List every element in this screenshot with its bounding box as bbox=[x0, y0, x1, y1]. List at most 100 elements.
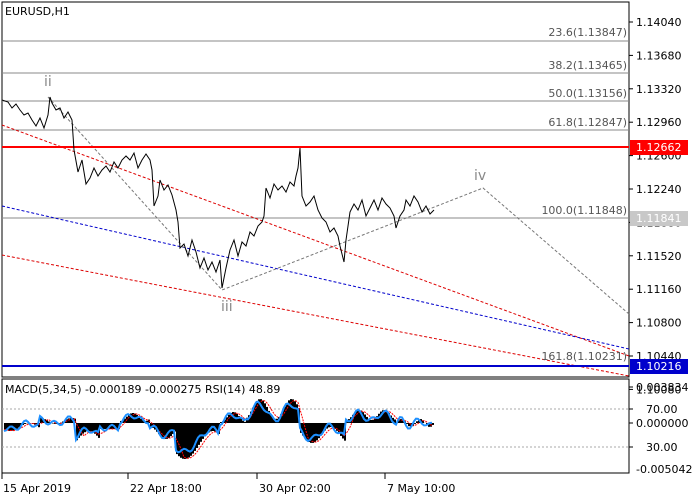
macd-bar bbox=[242, 420, 244, 423]
macd-bar bbox=[158, 423, 160, 435]
macd-bar bbox=[308, 423, 310, 443]
price-tick-label: 1.13680 bbox=[636, 49, 682, 62]
time-tick-2: 22 Apr 18:00 bbox=[130, 482, 202, 495]
indicator-tick-max: 0.003834 bbox=[636, 381, 689, 394]
macd-bar bbox=[254, 403, 256, 423]
macd-bar bbox=[164, 423, 166, 439]
macd-bar bbox=[290, 399, 292, 423]
indicator-tick-zero: 0.000000 bbox=[636, 417, 689, 430]
macd-bar bbox=[140, 418, 142, 423]
macd-bar bbox=[398, 420, 400, 423]
macd-bar bbox=[244, 421, 246, 423]
macd-bar bbox=[332, 423, 334, 428]
time-tick-4: 7 May 10:00 bbox=[387, 482, 455, 495]
macd-bar bbox=[78, 423, 80, 438]
macd-bar bbox=[406, 423, 408, 424]
macd-bar bbox=[282, 410, 284, 423]
macd-bar bbox=[314, 423, 316, 443]
macd-bar bbox=[284, 406, 286, 423]
indicator-axis: 0.003834 70.00 0.000000 30.00 -0.005042 bbox=[629, 381, 699, 476]
macd-bar bbox=[296, 404, 298, 423]
macd-bar bbox=[318, 423, 320, 439]
macd-bar bbox=[188, 423, 190, 458]
macd-bar bbox=[190, 423, 192, 456]
fib-label-23.6: 23.6(1.13847) bbox=[548, 26, 627, 39]
macd-bar bbox=[172, 423, 174, 434]
wave-label-iv: iv bbox=[474, 168, 486, 184]
macd-bar bbox=[258, 399, 260, 423]
macd-bar bbox=[262, 400, 264, 423]
macd-bar bbox=[230, 412, 232, 423]
macd-bar bbox=[200, 423, 202, 442]
macd-bar bbox=[198, 423, 200, 445]
macd-bar bbox=[100, 423, 102, 429]
macd-bar bbox=[384, 410, 386, 423]
macd-bar bbox=[104, 423, 106, 429]
macd-bar bbox=[380, 411, 382, 423]
macd-bar bbox=[270, 414, 272, 423]
macd-bar bbox=[92, 423, 94, 433]
macd-bar bbox=[180, 423, 182, 458]
macd-bar bbox=[250, 411, 252, 423]
macd-bar bbox=[86, 423, 88, 432]
macd-bar bbox=[400, 419, 402, 423]
macd-bar bbox=[286, 402, 288, 423]
macd-bar bbox=[184, 423, 186, 459]
macd-bar bbox=[272, 417, 274, 423]
macd-bar bbox=[294, 401, 296, 423]
macd-bar bbox=[280, 414, 282, 423]
current-price-tag-text: 1.11841 bbox=[636, 212, 682, 225]
macd-bar bbox=[54, 423, 56, 424]
macd-bar bbox=[238, 416, 240, 423]
macd-bar bbox=[194, 423, 196, 451]
time-axis: 15 Apr 2019 22 Apr 18:00 30 Apr 02:00 7 … bbox=[1, 473, 455, 495]
macd-bar bbox=[374, 418, 376, 423]
macd-bar bbox=[322, 423, 324, 433]
macd-bar bbox=[256, 400, 258, 423]
macd-bar bbox=[46, 420, 48, 423]
price-series-line[interactable] bbox=[1, 96, 435, 289]
macd-bar bbox=[370, 419, 372, 423]
macd-bar bbox=[388, 413, 390, 423]
macd-bar bbox=[408, 423, 410, 427]
macd-bar bbox=[414, 423, 416, 424]
macd-bar bbox=[38, 423, 40, 428]
macd-bar bbox=[176, 423, 178, 455]
macd-bar bbox=[128, 414, 130, 423]
resistance-tag-text: 1.12662 bbox=[636, 141, 682, 154]
macd-bar bbox=[422, 420, 424, 423]
macd-bar bbox=[196, 423, 198, 448]
macd-bar bbox=[74, 418, 76, 423]
macd-bar bbox=[206, 423, 208, 435]
macd-bar bbox=[376, 416, 378, 423]
macd-bar bbox=[392, 417, 394, 423]
macd-bar bbox=[246, 417, 248, 423]
price-tick-label: 1.11520 bbox=[636, 250, 682, 263]
macd-bar bbox=[102, 423, 104, 429]
price-tick-label: 1.11160 bbox=[636, 283, 682, 296]
macd-bar bbox=[382, 410, 384, 423]
macd-bar bbox=[372, 419, 374, 423]
red-trendline-upper bbox=[1, 124, 630, 357]
macd-bar bbox=[68, 418, 70, 423]
macd-bar bbox=[268, 410, 270, 423]
price-panel[interactable] bbox=[1, 1, 630, 378]
fib-label-50.0: 50.0(1.13156) bbox=[548, 87, 627, 100]
macd-bar bbox=[116, 423, 118, 429]
macd-bar bbox=[264, 403, 266, 423]
macd-bar bbox=[90, 423, 92, 432]
price-tick-label: 1.10080 bbox=[636, 383, 682, 396]
macd-bar bbox=[220, 421, 222, 423]
macd-bar bbox=[124, 418, 126, 423]
macd-bar bbox=[340, 423, 342, 436]
macd-bar bbox=[228, 414, 230, 423]
fibonacci-lines bbox=[2, 40, 629, 219]
macd-bar bbox=[192, 423, 194, 454]
macd-bar bbox=[386, 411, 388, 423]
blue-trendline bbox=[1, 205, 630, 350]
macd-bar bbox=[252, 407, 254, 423]
macd-bar bbox=[204, 423, 206, 437]
macd-bar bbox=[166, 423, 168, 439]
macd-bar bbox=[354, 412, 356, 423]
